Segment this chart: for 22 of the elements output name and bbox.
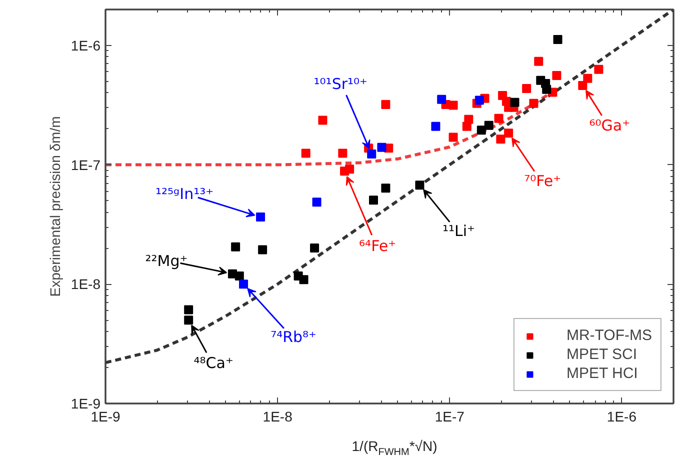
x-tick-label: 1E-6 [606, 408, 637, 424]
annotation: ²²Mg⁺ [145, 252, 188, 270]
legend-label: MPET HCI [566, 365, 638, 382]
x-tick-label: 1E-7 [434, 408, 465, 424]
annotation: ⁷⁴Rb⁸⁺ [270, 328, 316, 346]
y-tick-label: 1E-8 [70, 276, 101, 292]
x-axis-title: 1/(R$_{FWHM}$*√N) [352, 437, 438, 460]
y-tick-label: 1E-6 [70, 37, 101, 54]
annotation: ¹⁰¹Sr¹⁰⁺ [314, 75, 368, 94]
x-tick-label: 1E-8 [262, 408, 293, 424]
legend-label: MPET SCI [566, 346, 638, 363]
y-axis-title: Experimental precision δm/m [46, 116, 63, 297]
annotation: ⁷⁰Fe⁺ [524, 172, 562, 190]
annotation: ⁴⁸Ca⁺ [194, 354, 234, 372]
legend-label: MR-TOF-MS [566, 327, 652, 344]
annotation: ¹¹Li⁺ [442, 222, 475, 240]
annotation: ¹²⁵ᵍIn¹³⁺ [156, 185, 214, 204]
annotation: ⁶⁴Fe⁺ [359, 237, 396, 256]
y-tick-label: 1E-7 [70, 156, 101, 173]
annotation: ⁶⁰Ga⁺ [589, 116, 630, 134]
y-tick-label: 1E-9 [70, 396, 101, 412]
x-tick-label: 1E-9 [90, 408, 120, 424]
